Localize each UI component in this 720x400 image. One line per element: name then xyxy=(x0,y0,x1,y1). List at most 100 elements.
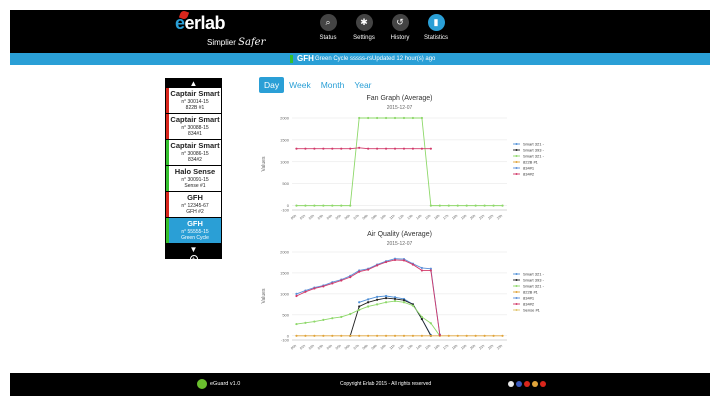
device-status-bar xyxy=(166,218,169,243)
data-point xyxy=(376,334,379,337)
x-tick-label: 00h xyxy=(290,344,297,351)
legend-marker xyxy=(515,155,518,157)
series-line xyxy=(296,147,431,150)
main-nav: ⌕ Status ✱ Settings ↺ History ▮ Statistics xyxy=(310,14,454,52)
y-tick-label: 2000 xyxy=(280,250,290,255)
legend-entry: Smart 321 - 1 xyxy=(523,154,545,159)
x-tick-label: 06h xyxy=(344,344,351,351)
scroll-down-button[interactable]: ▼ xyxy=(165,244,222,254)
device-status-bar xyxy=(166,88,169,113)
x-tick-label: 20h xyxy=(469,344,476,351)
x-tick-label: 22h xyxy=(487,344,494,351)
language-flag-icon[interactable] xyxy=(516,381,522,387)
legend-entry: Smart 321 - 1 xyxy=(523,284,545,289)
data-point xyxy=(492,204,495,207)
data-point xyxy=(358,305,361,308)
legend-entry: 834#2 xyxy=(523,172,535,177)
device-card[interactable]: GFH n° 55555-15 Green Cycle xyxy=(166,218,221,243)
device-card[interactable]: Captair Smart n° 30088-15 834#1 xyxy=(166,114,221,139)
data-point xyxy=(349,276,352,279)
x-tick-label: 15h xyxy=(424,344,431,351)
data-point xyxy=(367,334,370,337)
data-point xyxy=(411,334,415,337)
x-tick-label: 10h xyxy=(380,344,387,351)
device-name: Captair Smart xyxy=(170,89,220,98)
device-group: Green Cycle xyxy=(181,235,209,241)
tagline-safer: Safer xyxy=(238,37,266,48)
x-tick-label: 19h xyxy=(460,344,467,351)
tab-month[interactable]: Month xyxy=(320,80,345,90)
data-point xyxy=(402,301,406,304)
language-flag-icon[interactable] xyxy=(508,381,514,387)
language-flag-icon[interactable] xyxy=(532,381,538,387)
device-card[interactable]: GFH n° 12345-67 GFH #2 xyxy=(166,192,221,217)
device-card[interactable]: Captair Smart n° 30086-15 834#2 xyxy=(166,140,221,165)
x-tick-label: 10h xyxy=(380,214,387,221)
legend-marker xyxy=(515,297,518,299)
nav-history[interactable]: ↺ History xyxy=(382,14,418,52)
device-group: 822B #1 xyxy=(185,105,205,111)
legend-entry: 834#2 xyxy=(523,302,535,307)
data-point xyxy=(411,147,415,150)
device-serial: n° 30086-15 xyxy=(181,151,209,157)
data-point xyxy=(331,204,334,207)
series-line xyxy=(296,259,441,336)
device-serial: n° 30014-15 xyxy=(181,99,209,105)
nav-statistics[interactable]: ▮ Statistics xyxy=(418,14,454,52)
add-device-icon[interactable]: + xyxy=(189,255,198,263)
x-tick-label: 09h xyxy=(371,344,378,351)
legend-marker xyxy=(515,291,518,293)
data-point xyxy=(295,292,298,296)
data-point xyxy=(420,315,423,319)
data-point xyxy=(393,116,397,120)
legend-entry: 822B #1 xyxy=(523,160,539,165)
x-tick-label: 17h xyxy=(442,344,449,351)
device-serial: n° 30088-15 xyxy=(181,125,209,131)
brand-logo[interactable]: eerlab Simplier Safer xyxy=(175,9,287,51)
device-card[interactable]: Captair Smart n° 30014-15 822B #1 xyxy=(166,88,221,113)
data-point xyxy=(331,282,334,285)
eguard-logo xyxy=(197,379,207,389)
device-card[interactable]: Halo Sense n° 30091-15 Sense #1 xyxy=(166,166,221,191)
history-icon: ↺ xyxy=(391,14,409,31)
data-point xyxy=(304,147,307,150)
language-flag-icon[interactable] xyxy=(524,381,530,387)
x-tick-label: 11h xyxy=(389,344,396,351)
data-point xyxy=(411,116,415,120)
data-point xyxy=(340,147,343,150)
scroll-up-button[interactable]: ▲ xyxy=(165,78,222,88)
legend-entry: Smart 393 - 5 xyxy=(523,148,545,153)
status-indicator xyxy=(290,55,293,63)
x-tick-label: 13h xyxy=(407,344,414,351)
y-tick-label: 1000 xyxy=(280,291,290,296)
nav-label: Status xyxy=(319,35,337,41)
tab-year[interactable]: Year xyxy=(354,80,372,90)
x-tick-label: 03h xyxy=(317,214,324,221)
x-tick-label: 08h xyxy=(362,344,369,351)
x-tick-label: 21h xyxy=(478,344,485,351)
legend-marker xyxy=(515,309,518,311)
data-point xyxy=(429,334,432,337)
x-tick-label: 03h xyxy=(317,344,324,351)
fan-graph-chart: Fan Graph (Average)2015-12-07Values-1000… xyxy=(261,95,545,221)
series-line xyxy=(349,297,432,337)
language-flag-icon[interactable] xyxy=(540,381,546,387)
y-tick-label: 500 xyxy=(282,181,289,186)
legend-marker xyxy=(515,173,518,175)
device-status-bar: GFH Green Cycle sssss-rs Updated 12 hour… xyxy=(10,53,710,65)
legend-marker xyxy=(515,273,518,275)
data-point xyxy=(420,147,423,150)
tab-day[interactable]: Day xyxy=(259,77,285,93)
legend-marker xyxy=(515,303,518,305)
data-point xyxy=(367,298,370,301)
data-point xyxy=(474,334,477,337)
tab-week[interactable]: Week xyxy=(289,80,311,90)
top-bar: eerlab Simplier Safer ⌕ Status ✱ Settings ↺ H… xyxy=(10,9,710,53)
data-point xyxy=(295,147,298,150)
nav-label: Settings xyxy=(353,35,375,41)
data-point xyxy=(465,334,468,337)
tagline-simplier: Simplier xyxy=(207,38,236,47)
nav-settings[interactable]: ✱ Settings xyxy=(346,14,382,52)
nav-status[interactable]: ⌕ Status xyxy=(310,14,346,52)
series-line xyxy=(296,117,503,207)
